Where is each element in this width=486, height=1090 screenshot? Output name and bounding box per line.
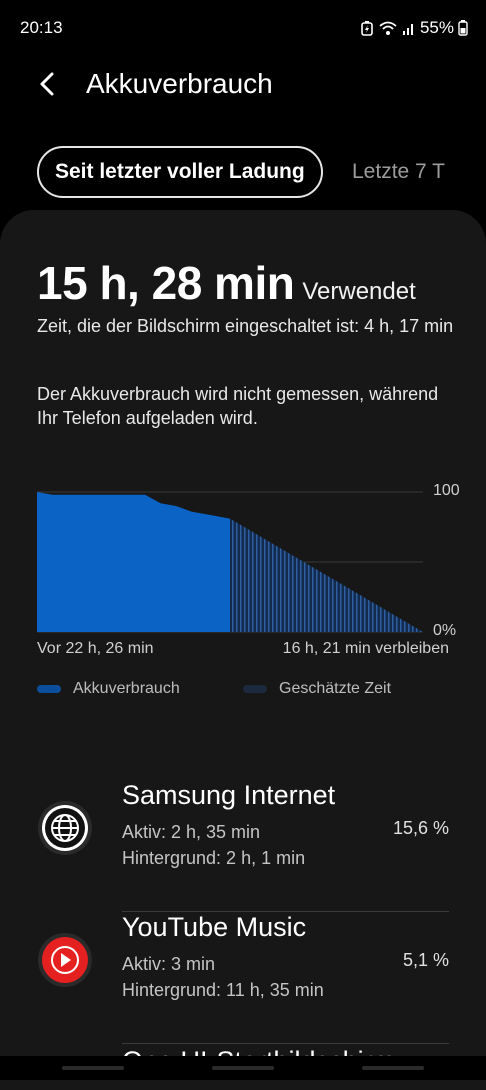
header: Akkuverbrauch xyxy=(0,56,486,116)
series-estimated-area xyxy=(230,518,423,632)
app-row-youtube-music[interactable]: YouTube Music Aktiv: 3 min Hintergrund: … xyxy=(37,912,449,1044)
status-time: 20:13 xyxy=(20,18,63,37)
youtube-music-icon xyxy=(37,932,93,988)
y-tick-100: 100 xyxy=(433,482,460,499)
used-time-value: 15 h, 28 min xyxy=(37,257,295,309)
y-tick-0: 0% xyxy=(433,622,457,639)
app-background-time: Hintergrund: 11 h, 35 min xyxy=(122,980,324,1000)
divider xyxy=(122,1043,449,1044)
signal-icon xyxy=(402,20,416,36)
nav-back-button[interactable] xyxy=(362,1066,424,1070)
legend-label-usage: Akkuverbrauch xyxy=(73,680,180,697)
legend-item-usage: Akkuverbrauch xyxy=(37,680,180,698)
app-row-samsung-internet[interactable]: Samsung Internet Aktiv: 2 h, 35 min Hint… xyxy=(37,780,449,912)
legend-item-estimated: Geschätzte Zeit xyxy=(243,680,391,698)
screen-on-time: Zeit, die der Bildschirm eingeschaltet i… xyxy=(37,316,454,336)
charging-icon xyxy=(360,20,374,36)
tab-since-full-charge[interactable]: Seit letzter voller Ladung xyxy=(37,146,323,198)
usage-card: 15 h, 28 min Verwendet Zeit, die der Bil… xyxy=(0,210,486,1090)
app-active-time: Aktiv: 3 min xyxy=(122,954,216,974)
back-button[interactable] xyxy=(30,66,66,102)
legend-label-estimated: Geschätzte Zeit xyxy=(279,680,392,697)
arrow-left-icon xyxy=(40,72,54,96)
page-title: Akkuverbrauch xyxy=(86,68,273,99)
app-percent: 15,6 % xyxy=(392,818,449,838)
battery-chart: 100 0% Vor 22 h, 26 min 16 h, 21 min ver… xyxy=(0,472,486,672)
globe-icon xyxy=(37,800,93,856)
status-icons: 55% xyxy=(360,16,468,40)
legend-swatch-estimated xyxy=(243,685,267,693)
battery-chart-svg xyxy=(37,491,423,633)
usage-summary: 15 h, 28 min Verwendet xyxy=(37,256,416,310)
wifi-icon xyxy=(378,20,398,36)
divider xyxy=(122,911,449,912)
x-label-start: Vor 22 h, 26 min xyxy=(37,640,154,657)
series-usage-area xyxy=(37,492,230,632)
app-active-time: Aktiv: 2 h, 35 min xyxy=(122,822,261,842)
status-bar: 20:13 55% xyxy=(0,0,486,56)
app-percent: 5,1 % xyxy=(402,950,449,970)
nav-recents-button[interactable] xyxy=(62,1066,124,1070)
battery-percent: 55% xyxy=(419,18,454,37)
app-name: YouTube Music xyxy=(122,912,307,942)
navigation-bar xyxy=(0,1056,486,1080)
app-background-time: Hintergrund: 2 h, 1 min xyxy=(122,848,306,868)
charging-note: Der Akkuverbrauch wird nicht gemessen, w… xyxy=(37,384,439,428)
period-tabs: Seit letzter voller Ladung Letzte 7 T xyxy=(0,146,486,202)
x-label-end: 16 h, 21 min verbleiben xyxy=(282,640,449,657)
chart-legend: Akkuverbrauch Geschätzte Zeit xyxy=(37,680,457,704)
legend-swatch-usage xyxy=(37,685,61,693)
tab-last-7-days[interactable]: Letzte 7 T xyxy=(352,160,446,183)
nav-home-button[interactable] xyxy=(212,1066,274,1070)
used-time-label: Verwendet xyxy=(302,278,416,305)
battery-icon xyxy=(458,20,468,36)
app-name: Samsung Internet xyxy=(122,780,336,810)
